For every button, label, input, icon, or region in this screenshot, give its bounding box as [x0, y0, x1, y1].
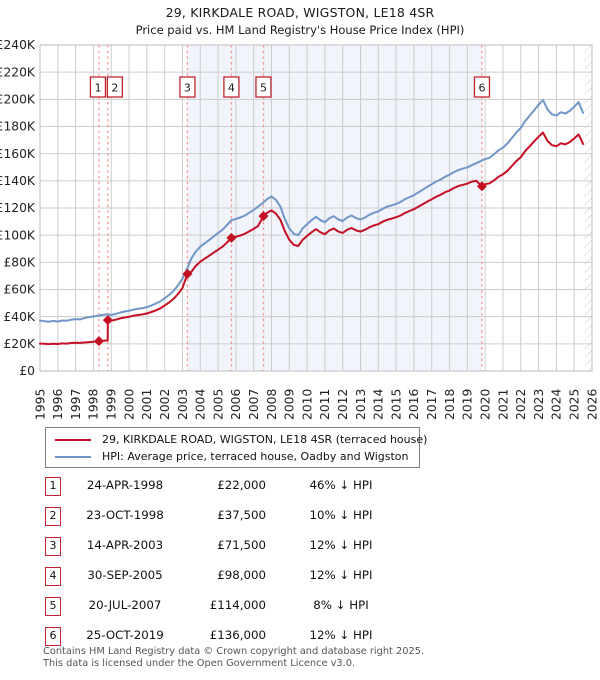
svg-text:£180K: £180K	[0, 120, 36, 134]
svg-text:1998: 1998	[87, 389, 101, 420]
svg-text:3: 3	[184, 82, 191, 95]
footer-line-1: Contains HM Land Registry data © Crown c…	[43, 646, 425, 657]
svg-text:2: 2	[111, 82, 118, 95]
svg-text:2015: 2015	[389, 389, 403, 420]
svg-text:£60K: £60K	[3, 283, 35, 297]
page-title: 29, KIRKDALE ROAD, WIGSTON, LE18 4SR	[165, 5, 435, 20]
sale-date: 14-APR-2003	[86, 538, 164, 552]
svg-text:5: 5	[260, 82, 267, 95]
svg-text:2001: 2001	[140, 389, 154, 420]
page-subtitle: Price paid vs. HM Land Registry's House …	[135, 23, 465, 37]
svg-text:£140K: £140K	[0, 174, 36, 188]
svg-text:£220K: £220K	[0, 65, 36, 79]
svg-text:2008: 2008	[265, 389, 279, 420]
svg-text:2010: 2010	[300, 389, 314, 420]
svg-text:2024: 2024	[550, 389, 564, 420]
sale-number-badge: 1	[45, 477, 61, 496]
svg-text:2014: 2014	[372, 389, 386, 420]
svg-text:1995: 1995	[33, 389, 47, 420]
sale-date: 20-JUL-2007	[88, 598, 162, 612]
svg-text:2016: 2016	[407, 389, 421, 420]
sale-price: £136,000	[209, 628, 266, 642]
svg-text:2021: 2021	[496, 389, 510, 420]
sale-price: £98,000	[217, 568, 266, 582]
svg-text:2005: 2005	[211, 389, 225, 420]
svg-text:1999: 1999	[105, 389, 119, 420]
svg-text:2000: 2000	[122, 389, 136, 420]
legend-row-property: 29, KIRKDALE ROAD, WIGSTON, LE18 4SR (te…	[46, 431, 427, 448]
svg-text:2009: 2009	[283, 389, 297, 420]
sale-price: £22,000	[217, 478, 266, 492]
property-legend-label: 29, KIRKDALE ROAD, WIGSTON, LE18 4SR (te…	[102, 433, 428, 446]
svg-text:2002: 2002	[158, 389, 172, 420]
sale-vs-hpi: 12% ↓ HPI	[309, 538, 373, 552]
svg-text:£100K: £100K	[0, 228, 36, 242]
svg-text:£120K: £120K	[0, 201, 36, 215]
svg-text:2012: 2012	[336, 389, 350, 420]
svg-text:2025: 2025	[568, 389, 582, 420]
sale-row-4: 4 30-SEP-2005 £98,000 12% ↓ HPI	[0, 567, 600, 589]
sale-row-1: 1 24-APR-1998 £22,000 46% ↓ HPI	[0, 477, 600, 499]
sale-price: £37,500	[217, 508, 266, 522]
sale-date: 24-APR-1998	[86, 478, 164, 492]
svg-text:2019: 2019	[461, 389, 475, 420]
sale-number-badge: 2	[45, 507, 61, 526]
sale-vs-hpi: 12% ↓ HPI	[309, 568, 373, 582]
svg-text:2020: 2020	[479, 389, 493, 420]
footer-line-2: This data is licensed under the Open Gov…	[43, 657, 356, 669]
svg-text:2026: 2026	[585, 389, 599, 420]
sale-vs-hpi: 8% ↓ HPI	[313, 598, 369, 612]
svg-text:2022: 2022	[514, 389, 528, 420]
hpi-legend-label: HPI: Average price, terraced house, Oadb…	[102, 450, 409, 463]
svg-text:1996: 1996	[51, 389, 65, 420]
property-line-swatch	[55, 438, 91, 441]
svg-text:2007: 2007	[247, 389, 261, 420]
sale-date: 25-OCT-2019	[86, 628, 164, 642]
sale-price: £114,000	[209, 598, 266, 612]
legend-row-hpi: HPI: Average price, terraced house, Oadb…	[46, 448, 419, 465]
svg-text:£200K: £200K	[0, 93, 36, 107]
svg-text:1: 1	[94, 82, 101, 95]
svg-text:2011: 2011	[318, 389, 332, 420]
svg-text:2006: 2006	[229, 389, 243, 420]
sale-price: £71,500	[217, 538, 266, 552]
svg-text:2013: 2013	[354, 389, 368, 420]
svg-text:6: 6	[478, 82, 485, 95]
license-footer: Contains HM Land Registry data © Crown c…	[43, 646, 424, 669]
sale-number-badge: 6	[45, 627, 61, 646]
svg-text:£240K: £240K	[0, 38, 36, 52]
sale-vs-hpi: 46% ↓ HPI	[309, 478, 373, 492]
sale-number-badge: 3	[45, 537, 61, 556]
svg-text:2004: 2004	[194, 389, 208, 420]
sale-row-3: 3 14-APR-2003 £71,500 12% ↓ HPI	[0, 537, 600, 559]
sale-number-badge: 4	[45, 567, 61, 586]
sale-vs-hpi: 12% ↓ HPI	[309, 628, 373, 642]
svg-text:£40K: £40K	[3, 310, 35, 324]
sale-number-badge: 5	[45, 597, 61, 616]
svg-text:£0: £0	[19, 364, 35, 378]
sale-row-5: 5 20-JUL-2007 £114,000 8% ↓ HPI	[0, 597, 600, 619]
svg-text:2018: 2018	[443, 389, 457, 420]
chart-legend: 29, KIRKDALE ROAD, WIGSTON, LE18 4SR (te…	[45, 427, 427, 468]
sale-date: 30-SEP-2005	[87, 568, 163, 582]
svg-text:2023: 2023	[532, 389, 546, 420]
hpi-line-swatch	[55, 455, 91, 458]
svg-text:2003: 2003	[176, 389, 190, 420]
svg-text:£20K: £20K	[3, 337, 35, 351]
sale-row-2: 2 23-OCT-1998 £37,500 10% ↓ HPI	[0, 507, 600, 529]
svg-text:2017: 2017	[425, 389, 439, 420]
sale-date: 23-OCT-1998	[86, 508, 164, 522]
svg-text:£80K: £80K	[3, 256, 35, 270]
svg-text:4: 4	[228, 82, 235, 95]
svg-text:1997: 1997	[69, 389, 83, 420]
sale-vs-hpi: 10% ↓ HPI	[309, 508, 373, 522]
price-history-chart: 12 3 4 5 6 £0 £20K £40K £60K £80K £100K £120K £140K £…	[0, 38, 599, 420]
svg-text:£160K: £160K	[0, 147, 36, 161]
